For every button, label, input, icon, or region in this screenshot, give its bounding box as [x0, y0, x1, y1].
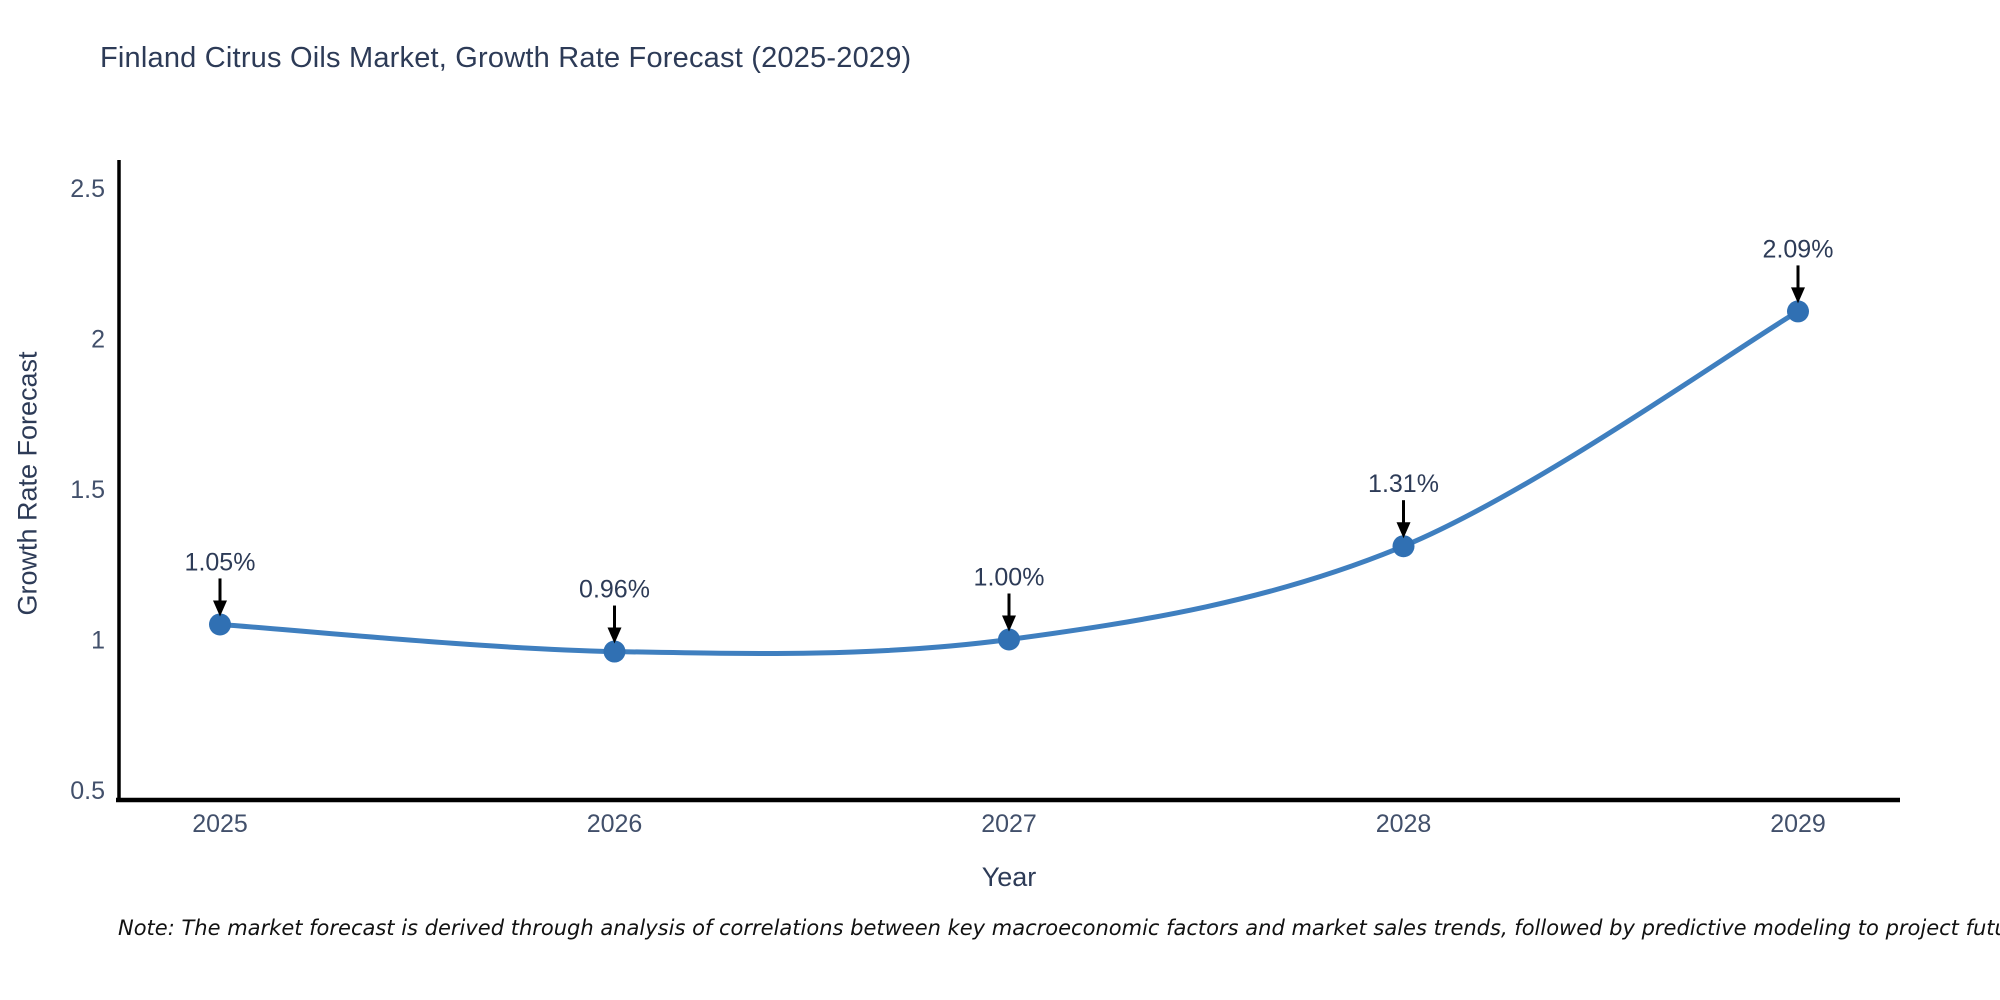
- y-tick-label: 1: [91, 627, 105, 655]
- y-tick-label: 2: [91, 326, 105, 354]
- data-point-marker: [998, 628, 1020, 651]
- data-point-marker: [1392, 535, 1415, 558]
- x-tick-label: 2028: [1376, 810, 1432, 838]
- y-tick-label: 1.5: [70, 476, 105, 504]
- annotation-arrowhead-icon: [213, 600, 227, 617]
- x-tick-labels: 2025 2026 2027 2028 2029: [192, 810, 1826, 838]
- y-tick-label: 0.5: [70, 777, 105, 805]
- chart-title: Finland Citrus Oils Market, Growth Rate …: [100, 42, 912, 74]
- y-tick-label: 2.5: [70, 175, 105, 203]
- x-tick-label: 2027: [981, 810, 1037, 838]
- point-value-label: 1.31%: [1368, 470, 1439, 498]
- x-tick-label: 2026: [587, 810, 643, 838]
- x-tick-label: 2025: [192, 810, 248, 838]
- point-annotations: 1.05% 0.96% 1.00% 1.31% 2.09%: [185, 235, 1834, 644]
- point-value-label: 2.09%: [1763, 235, 1834, 263]
- x-axis-title: Year: [981, 862, 1037, 892]
- data-point-marker: [209, 613, 231, 636]
- annotation-arrowhead-icon: [1396, 522, 1411, 539]
- annotation-arrowhead-icon: [1791, 287, 1805, 304]
- point-value-label: 1.00%: [974, 564, 1045, 592]
- footnote: Note: The market forecast is derived thr…: [118, 916, 2000, 940]
- data-point-markers: [209, 300, 1809, 663]
- point-value-label: 1.05%: [185, 548, 256, 576]
- annotation-arrowhead-icon: [607, 627, 622, 644]
- data-point-marker: [603, 640, 626, 663]
- point-value-label: 0.96%: [579, 576, 650, 604]
- annotation-arrowhead-icon: [1002, 615, 1016, 632]
- y-tick-labels: 0.5 1 1.5 2 2.5: [70, 175, 105, 805]
- data-point-marker: [1787, 300, 1809, 323]
- x-tick-label: 2029: [1770, 810, 1826, 838]
- footnote-text: Note: The market forecast is derived thr…: [118, 916, 2000, 940]
